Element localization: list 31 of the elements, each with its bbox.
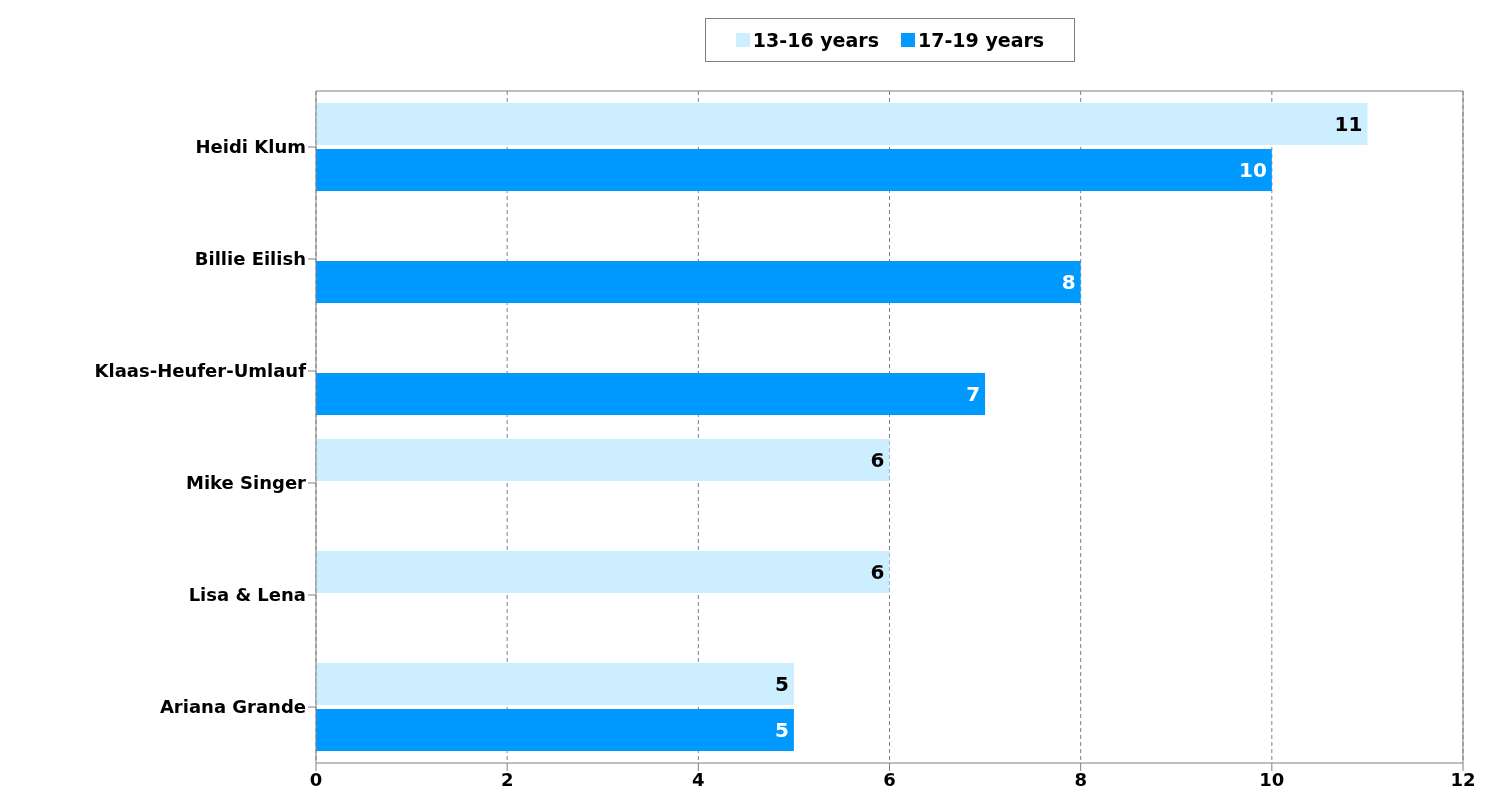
x-tick-label: 8 <box>1074 768 1087 790</box>
y-tick-label: Ariana Grande <box>159 696 306 718</box>
y-tick-label: Lisa & Lena <box>188 584 306 606</box>
bar <box>316 261 1081 303</box>
y-tick-label: Mike Singer <box>186 472 307 494</box>
data-label: 10 <box>1238 158 1267 183</box>
bar <box>316 439 890 481</box>
bar <box>316 663 794 705</box>
x-tick-label: 12 <box>1450 768 1476 790</box>
data-label: 7 <box>966 382 981 407</box>
x-tick-label: 10 <box>1259 768 1285 790</box>
legend-label: 17-19 years <box>918 29 1045 51</box>
bar <box>316 551 890 593</box>
y-tick-label: Heidi Klum <box>195 136 306 158</box>
data-label: 8 <box>1061 270 1076 295</box>
data-label: 11 <box>1334 112 1363 137</box>
x-tick-label: 6 <box>883 768 896 790</box>
data-label: 5 <box>774 672 789 697</box>
x-tick-label: 0 <box>309 768 323 790</box>
bar <box>316 373 986 415</box>
legend-label: 13-16 years <box>752 29 879 51</box>
bar <box>316 709 794 751</box>
data-label: 6 <box>870 560 885 585</box>
y-tick-label: Klaas-Heufer-Umlauf <box>94 360 307 382</box>
data-label: 6 <box>870 448 885 473</box>
x-tick-label: 2 <box>500 768 514 790</box>
bar <box>316 149 1272 191</box>
data-label: 5 <box>774 718 789 743</box>
bar <box>316 103 1368 145</box>
x-tick-label: 4 <box>692 768 705 790</box>
y-tick-label: Billie Eilish <box>194 248 306 270</box>
